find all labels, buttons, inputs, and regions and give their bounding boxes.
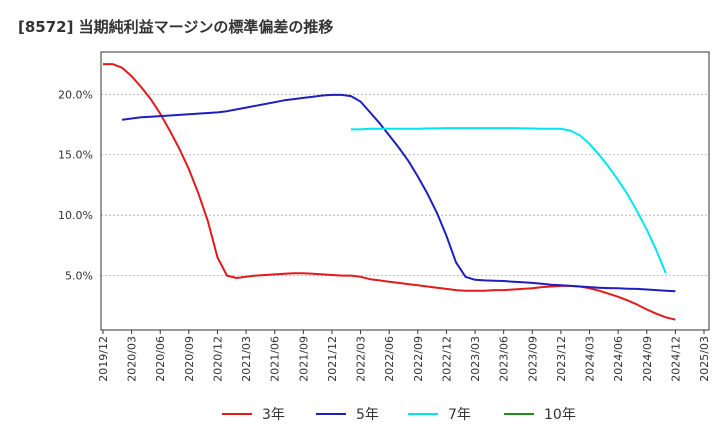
x-tick-label: 2023/06 <box>498 336 511 382</box>
x-tick-label: 2024/03 <box>584 336 597 382</box>
x-tick-label: 2023/03 <box>469 336 482 382</box>
x-tick-label: 2021/09 <box>297 336 310 382</box>
legend-label-2: 5年 <box>356 407 379 423</box>
x-tick-label: 2023/12 <box>555 336 568 382</box>
x-tick-label: 2022/06 <box>383 336 396 382</box>
x-tick-label: 2021/03 <box>240 336 253 382</box>
x-tick-label: 2020/09 <box>183 336 196 382</box>
series-line-3 <box>351 127 667 274</box>
x-tick-label: 2024/12 <box>669 336 682 382</box>
x-tick-label: 2019/12 <box>97 336 110 382</box>
legend-label-3: 7年 <box>448 407 471 423</box>
x-tick-label: 2021/06 <box>269 336 282 382</box>
x-tick-label: 2024/09 <box>641 336 654 382</box>
x-tick-label: 2023/09 <box>526 336 539 382</box>
x-tick-label: 2020/06 <box>154 336 167 382</box>
x-tick-label: 2022/09 <box>412 336 425 382</box>
x-tick-label: 2020/03 <box>126 336 139 382</box>
y-tick-label: 10.0% <box>58 209 93 222</box>
x-tick-label: 2020/12 <box>211 336 224 382</box>
y-tick-label: 5.0% <box>65 270 93 283</box>
x-tick-label: 2021/12 <box>326 336 339 382</box>
x-tick-label: 2025/03 <box>698 336 711 382</box>
legend-label-4: 10年 <box>544 407 576 423</box>
x-tick-label: 2022/12 <box>440 336 453 382</box>
y-tick-label: 20.0% <box>58 88 93 101</box>
x-tick-label: 2024/06 <box>612 336 625 382</box>
y-tick-label: 15.0% <box>58 149 93 162</box>
chart-title: [8572] 当期純利益マージンの標準偏差の推移 <box>18 18 334 36</box>
plot-area <box>100 51 710 331</box>
x-tick-label: 2022/03 <box>355 336 368 382</box>
series-line-1 <box>103 63 676 321</box>
legend-label-1: 3年 <box>262 407 285 423</box>
series-line-2 <box>121 93 676 293</box>
